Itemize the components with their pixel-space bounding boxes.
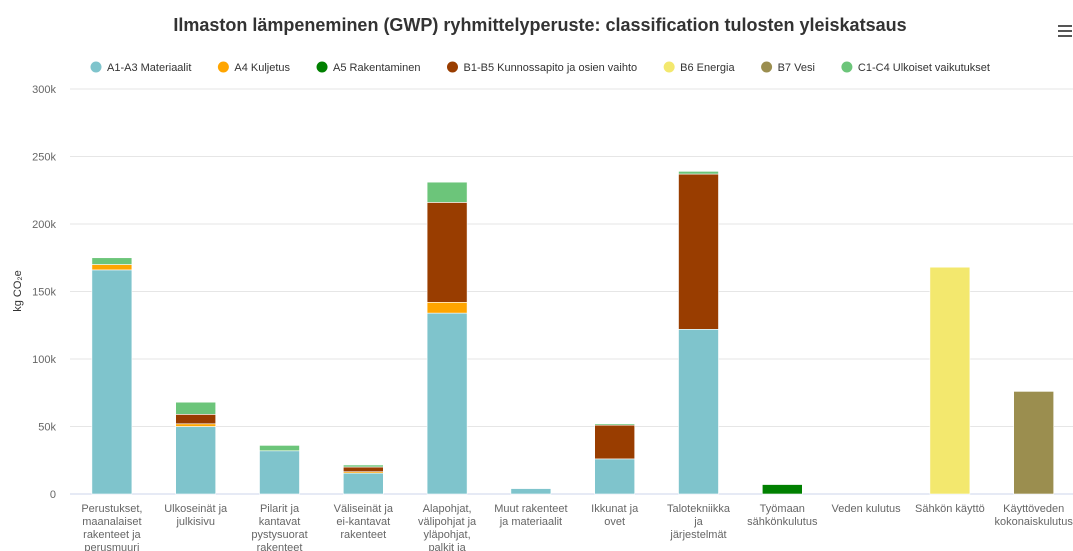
legend-label: A5 Rakentaminen bbox=[333, 62, 420, 74]
legend-label: A1-A3 Materiaalit bbox=[107, 62, 191, 74]
bar-segment bbox=[678, 328, 719, 495]
bar-segment bbox=[259, 445, 300, 452]
menu-icon[interactable] bbox=[1058, 25, 1072, 37]
x-tick-label: Ulkoseinät ja julkisivu bbox=[164, 503, 228, 528]
legend-marker bbox=[446, 61, 458, 73]
bar-segment bbox=[678, 173, 719, 330]
bar-segment bbox=[678, 171, 719, 175]
bar-segment bbox=[761, 484, 803, 495]
y-tick-label: 100k bbox=[32, 354, 56, 366]
bar-segment bbox=[175, 414, 216, 425]
bar-segment bbox=[594, 423, 636, 426]
bar-segment bbox=[1013, 391, 1055, 495]
x-tick-label: Sähkön käyttö bbox=[915, 503, 985, 515]
bar-segment bbox=[91, 269, 133, 495]
legend-marker bbox=[761, 61, 773, 73]
chart-title: Ilmaston lämpeneminen (GWP) ryhmittelype… bbox=[173, 15, 906, 35]
x-tick-label: Käyttöveden kokonaiskulutus bbox=[995, 503, 1073, 528]
legend-label: B1-B5 Kunnossapito ja osien vaihto bbox=[463, 62, 637, 74]
bar-segment bbox=[510, 488, 552, 495]
x-tick-label: Perustukset, maanalaiset rakenteet ja perus… bbox=[81, 503, 142, 551]
x-tick-label: Veden kulutus bbox=[832, 503, 902, 515]
legend-label: B6 Energia bbox=[680, 62, 735, 74]
bar-segment bbox=[426, 301, 468, 314]
legend-marker bbox=[90, 61, 102, 73]
bar-segment bbox=[175, 426, 216, 495]
x-tick-label: Muut rakenteet ja materiaalit bbox=[494, 503, 567, 528]
legend-marker bbox=[217, 61, 229, 73]
legend-marker bbox=[663, 61, 675, 73]
x-tick-label: Työmaan sähkönkulutus bbox=[747, 503, 818, 528]
bar-segment bbox=[594, 424, 636, 460]
y-axis-label: kg CO₂e bbox=[12, 270, 24, 312]
bar-segment bbox=[91, 257, 133, 265]
bar-segment bbox=[342, 464, 384, 468]
x-tick-label: Alapohjat, välipohjat ja yläpohjat, palkit … bbox=[418, 503, 477, 551]
bar-segment bbox=[91, 264, 133, 271]
legend-marker bbox=[841, 61, 853, 73]
x-tick-label: Ikkunat ja ovet bbox=[591, 503, 639, 528]
y-tick-label: 50k bbox=[38, 422, 56, 434]
y-tick-label: 200k bbox=[32, 219, 56, 231]
x-tick-label: Väliseinät ja ei-kantavat rakenteet bbox=[334, 503, 394, 541]
bar-segment bbox=[594, 458, 636, 495]
bar-segment bbox=[175, 401, 216, 415]
y-tick-label: 150k bbox=[32, 287, 56, 299]
bar-segment bbox=[259, 450, 300, 495]
bar-segment bbox=[426, 181, 468, 203]
x-tick-label: Talotekniikka ja järjestelmät bbox=[667, 503, 731, 541]
y-tick-label: 250k bbox=[32, 152, 56, 164]
y-tick-label: 300k bbox=[32, 84, 56, 96]
legend-label: C1-C4 Ulkoiset vaikutukset bbox=[858, 62, 990, 74]
legend-label: A4 Kuljetus bbox=[234, 62, 290, 74]
bar-segment bbox=[342, 472, 384, 495]
bar-segment bbox=[175, 423, 216, 427]
bar-segment bbox=[426, 312, 468, 495]
bar-segment bbox=[342, 466, 384, 473]
legend-marker bbox=[316, 61, 328, 73]
bar-segment bbox=[929, 266, 971, 495]
bar-segment bbox=[426, 202, 468, 303]
x-tick-label: Pilarit ja kantavat pystysuorat rakenteet bbox=[251, 503, 307, 551]
legend-label: B7 Vesi bbox=[778, 62, 815, 74]
y-tick-label: 0 bbox=[50, 489, 56, 501]
